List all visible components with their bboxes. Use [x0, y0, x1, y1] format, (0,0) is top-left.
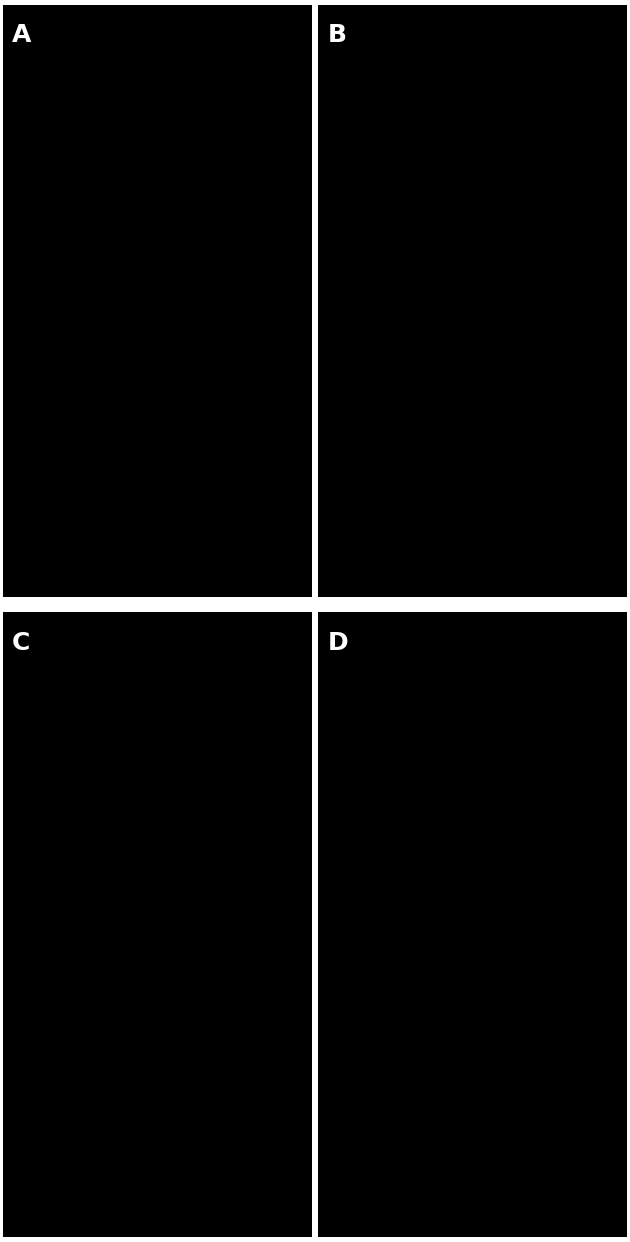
Text: D: D: [328, 631, 348, 655]
Text: C: C: [12, 631, 30, 655]
Text: B: B: [328, 22, 347, 47]
Text: A: A: [12, 22, 31, 47]
